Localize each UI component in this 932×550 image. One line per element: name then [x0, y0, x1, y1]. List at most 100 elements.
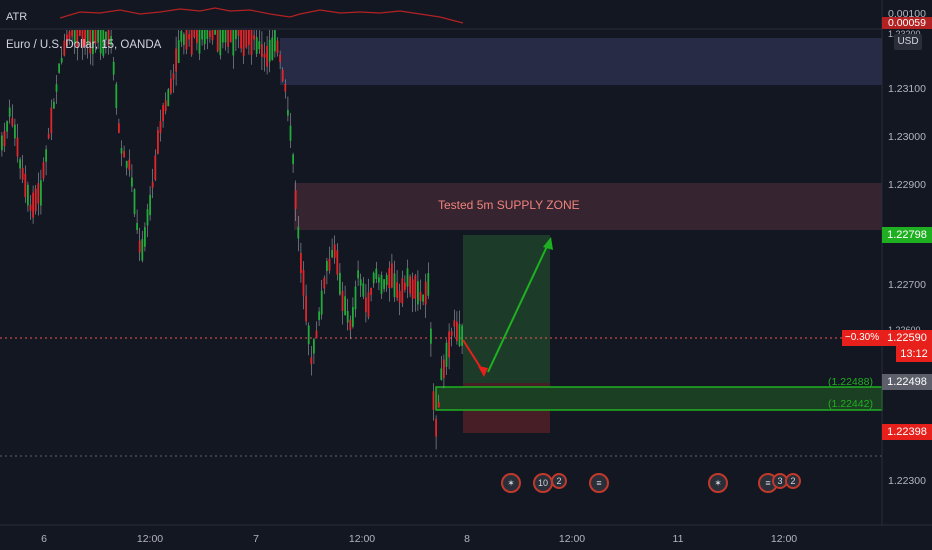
candle-body [216, 30, 219, 52]
candle-body [40, 180, 42, 206]
up-arrow-line[interactable] [487, 241, 550, 373]
candle-body [71, 30, 73, 37]
eu-flag-icon[interactable]: ✶ [708, 473, 728, 493]
candle-body [281, 69, 284, 82]
candle-body [73, 30, 76, 44]
candle-body [180, 30, 183, 42]
candle-body [341, 290, 344, 311]
candle-body [385, 275, 388, 286]
us-flag-icon[interactable]: 10 [533, 473, 553, 493]
candle-body [58, 63, 60, 73]
candle-body [359, 279, 362, 286]
candle-body [279, 54, 281, 63]
candle-body [167, 89, 170, 107]
candle-body [84, 30, 86, 46]
candle-body [92, 30, 94, 55]
price-tick: 1.22700 [888, 279, 926, 291]
candle-body [430, 328, 432, 344]
us-flag-icon[interactable]: 2 [785, 473, 801, 489]
candle-body [398, 290, 401, 303]
candle-body [125, 161, 128, 168]
candle-body [453, 320, 456, 327]
symbol-title[interactable]: Euro / U.S. Dollar, 15, OANDA [6, 39, 162, 51]
candle-body [164, 100, 167, 112]
candle-body [289, 125, 292, 141]
candle-body [383, 279, 385, 289]
candle-body [336, 250, 339, 275]
candle-body [151, 181, 154, 188]
candle-body [242, 30, 245, 56]
candle-body [157, 130, 159, 154]
atr-indicator-label[interactable]: ATR [6, 11, 28, 23]
candle-body [227, 30, 229, 47]
time-tick: 11 [672, 533, 684, 545]
candle-body [183, 34, 185, 45]
candle-body [16, 137, 19, 157]
candle-body [162, 105, 164, 122]
candle-body [177, 40, 180, 63]
candle-body [206, 30, 209, 39]
candle-body [190, 30, 193, 55]
candle-body [435, 418, 437, 437]
long-position-profit-area[interactable] [463, 235, 550, 383]
candle-body [370, 287, 372, 295]
candle-body [1, 135, 3, 151]
price-tick: 1.22900 [888, 179, 926, 191]
candle-body [149, 194, 151, 216]
stop-price-badge: 1.22398 [882, 424, 932, 440]
candle-body [315, 330, 318, 339]
us-flag-icon[interactable]: 2 [551, 473, 567, 489]
candle-body [354, 286, 357, 310]
candle-body [302, 269, 305, 296]
candle-body [214, 30, 216, 35]
currency-button[interactable]: USD [894, 34, 922, 50]
candle-body [292, 154, 294, 164]
candle-body [443, 359, 445, 379]
candle-body [159, 121, 162, 133]
candle-body [136, 223, 138, 230]
candle-body [172, 73, 175, 80]
candle-body [209, 30, 211, 38]
candle-body [461, 325, 463, 346]
candle-body [175, 48, 177, 72]
candle-body [79, 30, 81, 36]
candle-body [8, 107, 11, 117]
candle-body [123, 151, 125, 158]
time-tick: 12:00 [770, 533, 798, 545]
candle-body [266, 45, 268, 67]
price-tick: 1.23100 [888, 83, 926, 95]
candle-body [185, 30, 188, 50]
candle-body [326, 261, 328, 272]
candle-body [357, 270, 359, 279]
eu-flag-icon[interactable]: ✶ [501, 473, 521, 493]
candle-body [440, 368, 443, 380]
candle-body [417, 281, 419, 305]
candle-body [318, 311, 320, 320]
candle-body [261, 44, 263, 57]
candle-body [229, 30, 232, 43]
candle-body [14, 124, 16, 139]
demand-level-box[interactable] [435, 386, 883, 411]
candle-body [201, 30, 203, 40]
candle-body [339, 272, 341, 295]
candle-body [450, 331, 453, 336]
candle-body [188, 34, 190, 40]
candle-body [24, 173, 27, 198]
mid-price-badge: 1.22498 [882, 374, 932, 390]
us-flag-icon[interactable]: ≡ [589, 473, 609, 493]
candle-body [154, 155, 157, 180]
candle-body [427, 273, 430, 296]
candle-body [27, 184, 29, 206]
candle-body [424, 281, 427, 305]
candle-body [11, 117, 14, 126]
upper-supply-zone[interactable] [280, 38, 882, 85]
candle-body [448, 331, 450, 358]
candle-body [99, 30, 102, 54]
candle-body [232, 30, 235, 56]
candle-body [323, 277, 326, 289]
candle-body [63, 40, 66, 56]
candle-body [34, 188, 37, 212]
down-arrow-head [478, 366, 488, 377]
supply-zone-box[interactable] [294, 183, 882, 230]
